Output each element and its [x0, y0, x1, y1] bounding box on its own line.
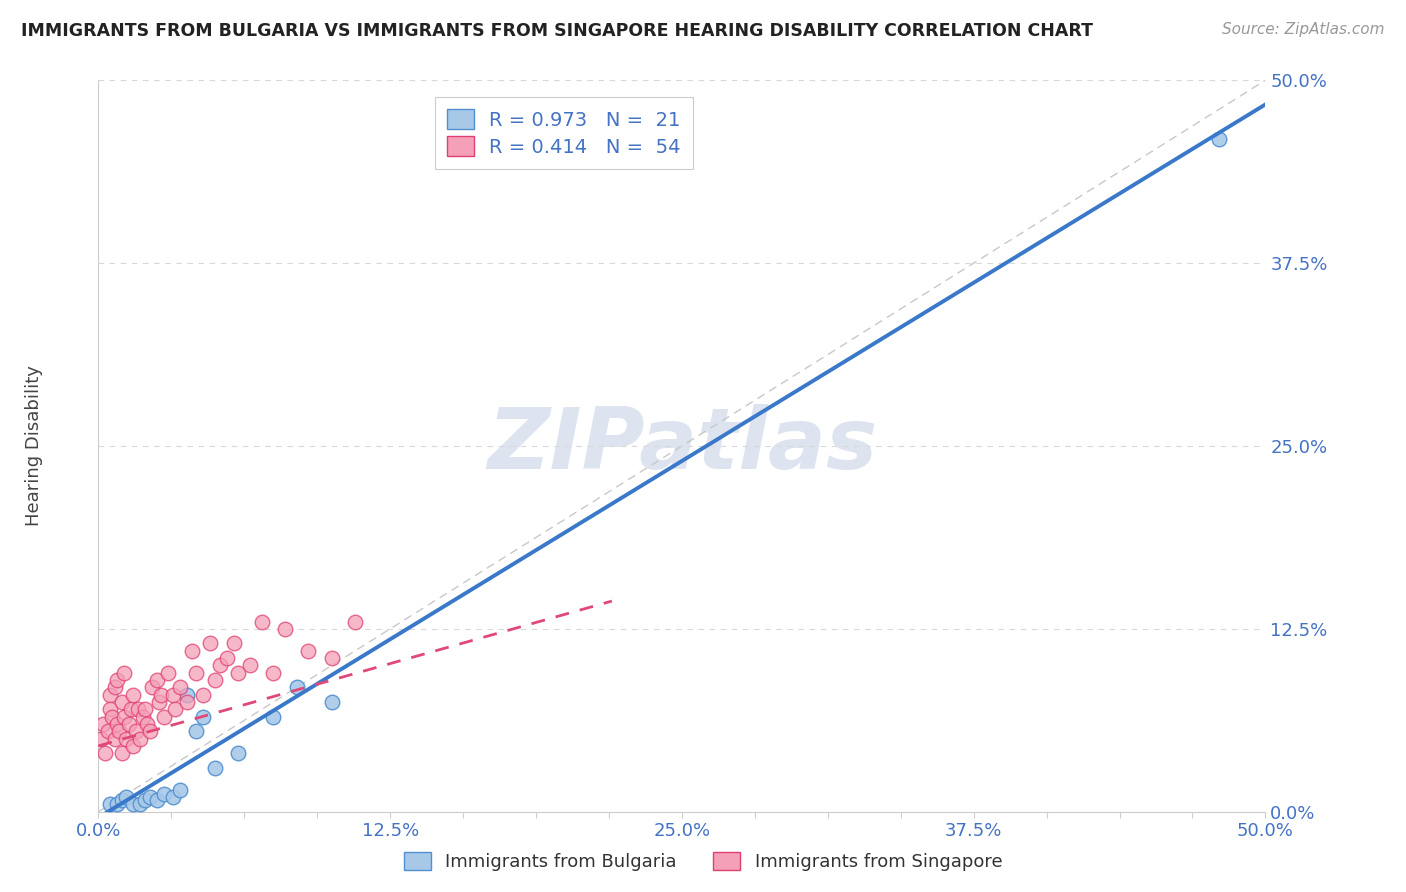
- Point: [98, 797, 121, 812]
- Point: [228, 665, 250, 680]
- Point: [193, 709, 215, 723]
- Point: [321, 695, 343, 709]
- Point: [204, 761, 226, 775]
- Point: [94, 746, 117, 760]
- Point: [262, 665, 284, 680]
- Text: ZIPatlas: ZIPatlas: [486, 404, 877, 488]
- Point: [285, 681, 308, 695]
- Point: [157, 665, 180, 680]
- Point: [134, 793, 156, 807]
- Point: [139, 790, 162, 805]
- Point: [122, 688, 145, 702]
- Point: [105, 717, 128, 731]
- Point: [152, 787, 174, 801]
- Point: [105, 797, 128, 812]
- Point: [344, 615, 367, 629]
- Point: [148, 695, 170, 709]
- Text: IMMIGRANTS FROM BULGARIA VS IMMIGRANTS FROM SINGAPORE HEARING DISABILITY CORRELA: IMMIGRANTS FROM BULGARIA VS IMMIGRANTS F…: [21, 22, 1092, 40]
- Point: [208, 658, 231, 673]
- Point: [176, 695, 198, 709]
- Point: [129, 731, 152, 746]
- Point: [250, 615, 273, 629]
- Point: [111, 695, 134, 709]
- Point: [97, 724, 120, 739]
- Point: [125, 724, 148, 739]
- Point: [1208, 132, 1230, 146]
- Point: [204, 673, 226, 687]
- Point: [118, 717, 141, 731]
- Point: [115, 731, 138, 746]
- Point: [262, 709, 284, 723]
- Point: [104, 681, 127, 695]
- Point: [152, 709, 174, 723]
- Point: [127, 702, 149, 716]
- Point: [104, 731, 127, 746]
- Point: [186, 724, 208, 739]
- Point: [239, 658, 262, 673]
- Point: [101, 709, 124, 723]
- Point: [297, 644, 319, 658]
- Point: [169, 681, 191, 695]
- Point: [162, 790, 184, 805]
- Point: [105, 673, 128, 687]
- Point: [132, 709, 155, 723]
- Legend: Immigrants from Bulgaria, Immigrants from Singapore: Immigrants from Bulgaria, Immigrants fro…: [396, 845, 1010, 879]
- Point: [136, 717, 159, 731]
- Point: [120, 702, 142, 716]
- Point: [112, 709, 135, 723]
- Point: [200, 636, 222, 650]
- Point: [193, 688, 215, 702]
- Point: [162, 688, 184, 702]
- Point: [146, 673, 169, 687]
- Point: [146, 793, 169, 807]
- Point: [90, 731, 112, 746]
- Point: [111, 793, 134, 807]
- Text: Source: ZipAtlas.com: Source: ZipAtlas.com: [1222, 22, 1385, 37]
- Point: [111, 746, 134, 760]
- Point: [139, 724, 162, 739]
- Point: [222, 636, 245, 650]
- Point: [112, 665, 135, 680]
- Point: [122, 797, 145, 812]
- Point: [98, 702, 121, 716]
- Point: [134, 702, 156, 716]
- Point: [115, 790, 138, 805]
- Point: [122, 739, 145, 753]
- Point: [169, 782, 191, 797]
- Point: [228, 746, 250, 760]
- Point: [186, 665, 208, 680]
- Point: [180, 644, 202, 658]
- Point: [165, 702, 187, 716]
- Point: [274, 622, 297, 636]
- Legend: R = 0.973   N =  21, R = 0.414   N =  54: R = 0.973 N = 21, R = 0.414 N = 54: [434, 97, 693, 169]
- Point: [141, 681, 163, 695]
- Point: [108, 724, 131, 739]
- Point: [91, 717, 114, 731]
- Point: [176, 688, 198, 702]
- Point: [98, 688, 121, 702]
- Point: [321, 651, 343, 665]
- Text: Hearing Disability: Hearing Disability: [25, 366, 44, 526]
- Point: [215, 651, 238, 665]
- Point: [129, 797, 152, 812]
- Point: [150, 688, 173, 702]
